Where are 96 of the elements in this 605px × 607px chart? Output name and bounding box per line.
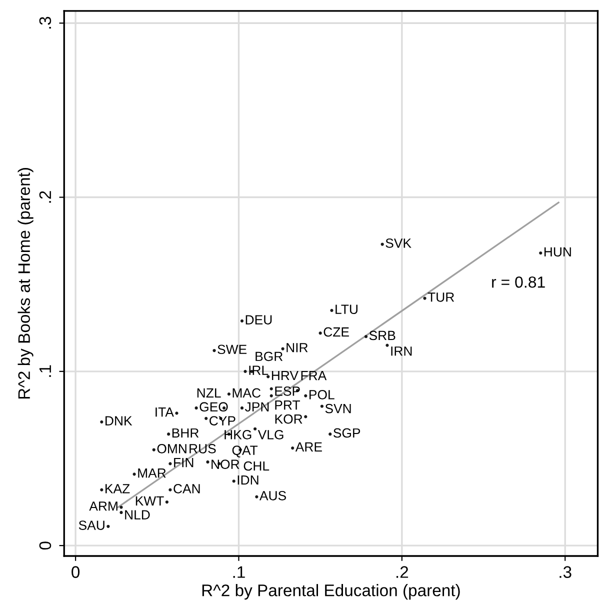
data-label: IRL: [249, 366, 268, 375]
point: [212, 348, 216, 352]
data-label: KOR: [275, 414, 302, 424]
point: [254, 427, 257, 430]
y-tick-label: .3: [39, 16, 52, 29]
data-label: SRB: [369, 330, 396, 340]
point: [244, 370, 247, 373]
point: [423, 296, 426, 300]
point: [120, 506, 123, 509]
data-label: GEO: [200, 402, 228, 412]
data-label: MAR: [138, 468, 166, 478]
data-label: JPN: [244, 402, 269, 412]
point: [304, 394, 308, 398]
x-tick-label: 0: [72, 566, 80, 578]
data-label: MAC: [232, 388, 261, 398]
data-label: ARM: [89, 502, 118, 511]
data-label: TUR: [428, 292, 454, 302]
point: [168, 488, 172, 492]
data-label: FIN: [174, 458, 194, 468]
x-tick-label: .3: [560, 566, 572, 578]
data-label: AUS: [259, 491, 286, 500]
point: [165, 500, 168, 504]
data-label: BHR: [172, 428, 199, 438]
data-label: NLD: [125, 510, 150, 520]
data-label: NIR: [286, 343, 308, 352]
x-tick-label: .2: [396, 566, 408, 578]
point: [106, 524, 110, 528]
point: [291, 446, 294, 450]
data-label: HRV: [272, 370, 298, 380]
data-label: DNK: [106, 416, 132, 426]
data-label: ESP: [275, 386, 300, 396]
y-axis-title: R^2 by Books at Home (parent): [18, 168, 34, 399]
data-label: POL: [310, 390, 334, 400]
point: [168, 462, 172, 466]
data-label: KAZ: [106, 484, 130, 494]
data-label: CHL: [244, 461, 270, 471]
point: [380, 242, 384, 246]
data-label: HUN: [544, 247, 571, 257]
y-tick-label: .2: [39, 191, 51, 203]
data-label: SGP: [333, 428, 360, 438]
data-label: DEU: [246, 315, 272, 324]
y-tick-label: .1: [39, 365, 51, 377]
data-label: CYP: [210, 416, 236, 426]
point: [270, 387, 273, 390]
data-label: OMN: [157, 444, 186, 454]
y-tick-label: 0: [39, 542, 52, 550]
point: [240, 406, 244, 410]
data-label: HKG: [224, 430, 252, 440]
point: [328, 432, 332, 436]
x-tick-label: .1: [233, 566, 245, 578]
point: [330, 308, 334, 312]
point: [204, 416, 208, 420]
point: [266, 375, 270, 378]
point: [227, 392, 230, 396]
x-axis-title: R^2 by Parental Education (parent): [202, 584, 460, 600]
data-label: CZE: [324, 327, 349, 337]
data-label: ITA: [156, 408, 174, 417]
point: [386, 344, 389, 347]
data-label: QAT: [232, 446, 258, 458]
point: [539, 251, 542, 255]
data-label: ARE: [295, 442, 322, 452]
data-label: SWE: [218, 344, 247, 354]
point: [232, 480, 236, 483]
point: [304, 415, 308, 418]
data-label: NOR: [212, 460, 240, 469]
data-label: RUS: [190, 444, 216, 454]
point: [100, 488, 104, 492]
point: [206, 460, 210, 464]
data-label: KWT: [136, 496, 164, 506]
point: [270, 394, 273, 398]
data-label: VLG: [258, 430, 284, 440]
point: [240, 319, 244, 322]
point: [167, 432, 170, 436]
point: [255, 495, 258, 498]
point: [100, 420, 104, 424]
data-label: LTU: [336, 304, 358, 314]
data-label: SAU: [78, 520, 104, 530]
point: [120, 510, 123, 514]
data-label: NZL: [197, 388, 221, 398]
point: [318, 332, 322, 335]
point: [364, 335, 368, 338]
annotation: r = 0.81: [492, 276, 545, 288]
data-label: BGR: [256, 352, 283, 362]
point: [175, 412, 178, 415]
data-label: IRN: [391, 346, 412, 356]
data-label: PRT: [275, 400, 300, 410]
data-label: SVK: [386, 238, 412, 248]
point: [194, 406, 198, 410]
data-label: CAN: [174, 484, 200, 494]
point: [152, 448, 156, 452]
data-label: SVN: [325, 404, 351, 414]
point: [132, 472, 136, 476]
point: [320, 404, 324, 408]
data-label: IDN: [238, 475, 258, 485]
data-label: FRA: [301, 371, 327, 380]
point: [281, 347, 284, 350]
